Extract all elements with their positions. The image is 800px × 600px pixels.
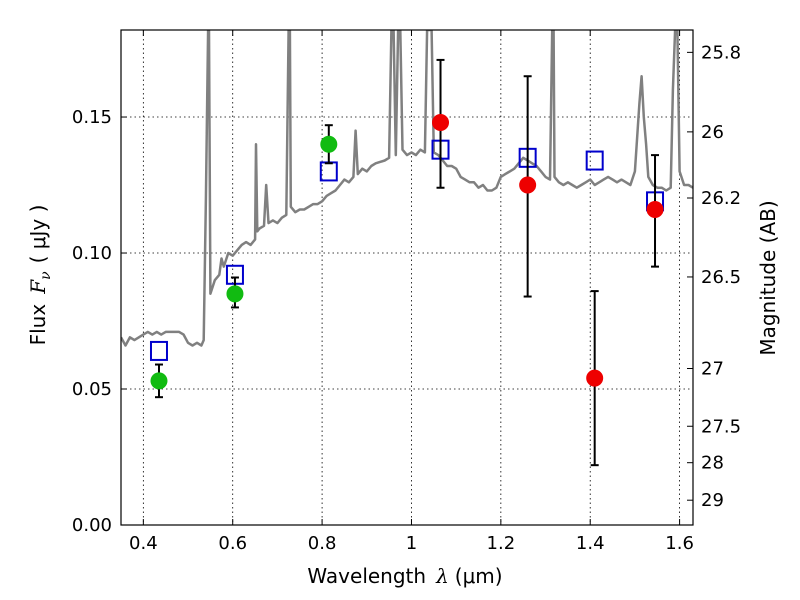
spectrum-line — [121, 30, 693, 347]
magnitude-tick-label: 25.8 — [701, 42, 741, 63]
y-axis-label: FluxFν( μJy ) — [26, 205, 54, 346]
x-tick-label: 1.2 — [487, 533, 516, 554]
y-tick-label: 0.10 — [72, 243, 112, 264]
observed-point — [226, 285, 244, 303]
x-tick-label: 0.6 — [218, 533, 247, 554]
ticks: 0.4 0.6 0.8 1 1.2 1.4 1.6 0.00 0.05 0.10 0.15 25.8 2… — [72, 30, 741, 554]
observed-point — [320, 135, 338, 153]
observed-point — [432, 113, 450, 131]
magnitude-tick-label: 28 — [701, 453, 724, 474]
errorbar-series — [154, 58, 660, 467]
magnitude-tick-label: 27 — [701, 358, 724, 379]
magnitude-tick-label: 26.2 — [701, 188, 741, 209]
observed-point — [586, 369, 604, 387]
x-axis-label: Wavelength λ (μm) — [307, 564, 502, 588]
x-tick-label: 1.6 — [665, 533, 694, 554]
observed-point — [150, 372, 168, 390]
model-series — [149, 139, 665, 361]
x-tick-label: 1.4 — [576, 533, 605, 554]
observed-series — [150, 113, 664, 390]
magnitude-tick-label: 29 — [701, 490, 724, 511]
plot-frame — [120, 29, 694, 526]
magnitude-tick-label: 26 — [701, 122, 724, 143]
spectrum-series — [121, 30, 693, 347]
observed-point — [519, 176, 537, 194]
magnitude-axis-label: Magnitude (AB) — [756, 200, 780, 355]
magnitude-tick-label: 26.5 — [701, 267, 741, 288]
y-tick-label: 0.15 — [72, 107, 112, 128]
x-tick-label: 1 — [406, 533, 417, 554]
model-square — [319, 161, 338, 182]
y-tick-label: 0.00 — [72, 515, 112, 536]
magnitude-tick-label: 27.5 — [701, 416, 741, 437]
observed-point — [646, 201, 664, 219]
x-tick-label: 0.4 — [129, 533, 158, 554]
model-square — [149, 340, 168, 361]
y-tick-label: 0.05 — [72, 379, 112, 400]
model-square — [585, 150, 604, 171]
x-tick-label: 0.8 — [308, 533, 337, 554]
